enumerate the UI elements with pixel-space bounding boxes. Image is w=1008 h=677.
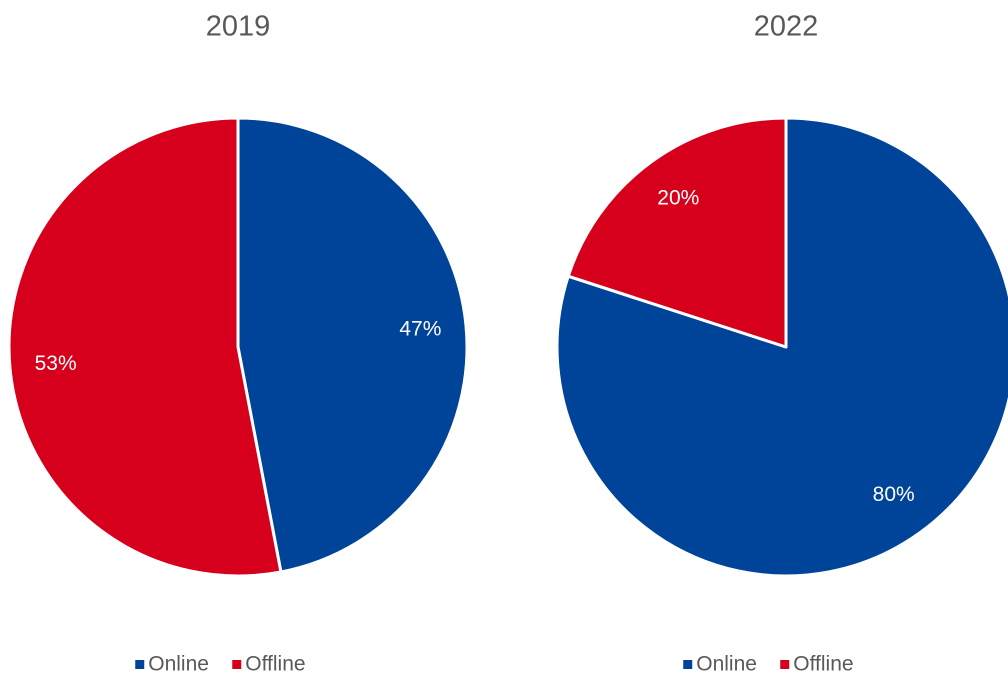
pie-slice xyxy=(566,116,788,349)
data-label: 20% xyxy=(657,186,699,209)
data-label: 53% xyxy=(35,352,77,375)
pie-slice xyxy=(236,116,469,574)
legend-label: Offline xyxy=(793,653,853,676)
legend-swatch xyxy=(135,660,145,669)
data-label: 80% xyxy=(873,483,915,506)
legend-swatch xyxy=(780,660,790,669)
legend-label: Offline xyxy=(245,653,305,676)
chart-title: 2022 xyxy=(754,11,819,43)
chart-title: 2019 xyxy=(206,11,271,43)
legend-label: Online xyxy=(696,653,757,676)
legend-label: Online xyxy=(148,653,209,676)
pie-slice xyxy=(7,116,283,578)
legend-swatch xyxy=(683,660,693,669)
data-label: 47% xyxy=(399,317,441,340)
legend-swatch xyxy=(232,660,242,669)
